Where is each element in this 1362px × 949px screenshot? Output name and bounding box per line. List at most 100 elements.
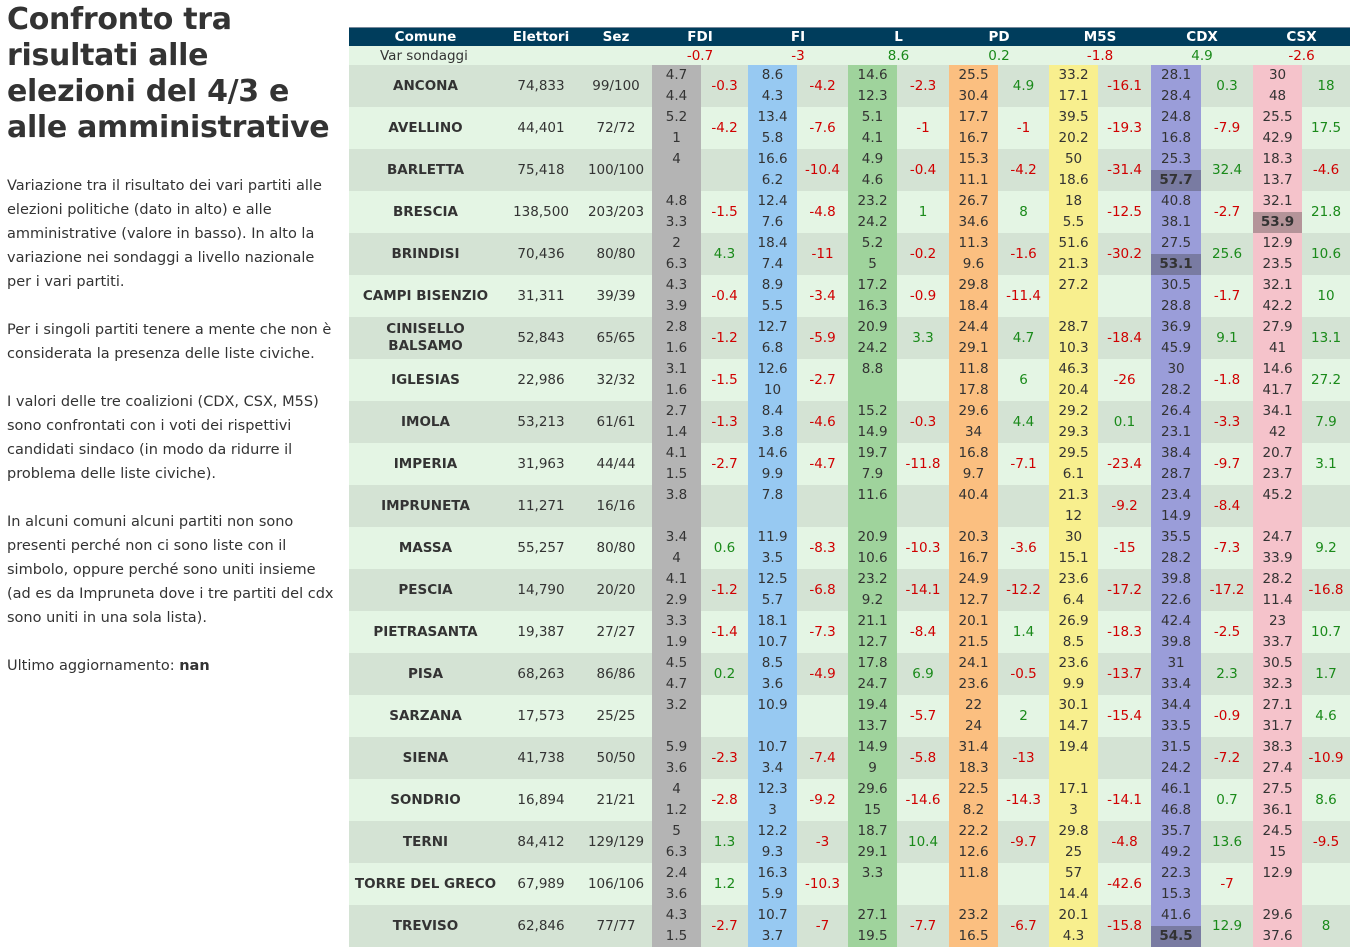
vote-cell-fi: 13.4 5.8 <box>748 107 798 149</box>
vote-local: 42.2 <box>1262 298 1293 314</box>
delta-cell-m5s: -14.1 <box>1107 792 1143 808</box>
vote-cell-csx: 23 33.7 <box>1253 611 1303 653</box>
delta-cell-fdi: -2.8 <box>711 792 738 808</box>
delta-cell-l: -10.3 <box>905 540 941 556</box>
vote-local: 9.3 <box>761 844 784 860</box>
delta-cell-csx: 3.1 <box>1315 456 1337 472</box>
vote-cell-m5s: 50 18.6 <box>1049 149 1099 191</box>
vote-local: 3.9 <box>665 298 688 314</box>
comune-cell: IMPRUNETA <box>381 497 470 514</box>
vote-2018: 3.3 <box>861 865 884 881</box>
delta-cell-l: 10.4 <box>907 834 939 850</box>
vote-2018: 24.1 <box>958 655 989 671</box>
header-comune: Comune <box>349 27 502 46</box>
delta-cell-pd: 1.4 <box>1012 624 1035 640</box>
vote-2018: 3.2 <box>665 697 688 713</box>
delta-cell-cdx: -2.5 <box>1213 624 1241 640</box>
delta-cell-csx: 17.5 <box>1310 120 1342 136</box>
vote-local <box>848 380 897 401</box>
sezioni-cell: 99/100 <box>592 78 640 94</box>
vote-2018: 16.3 <box>757 865 788 881</box>
vote-cell-pd: 40.4 <box>949 485 999 527</box>
delta-cell-fdi: -1.2 <box>711 582 738 598</box>
sezioni-cell: 27/27 <box>596 624 636 640</box>
vote-cell-m5s: 20.1 4.3 <box>1049 905 1099 947</box>
vote-2018: 29.6 <box>857 781 888 797</box>
vote-2018: 11.3 <box>958 235 989 251</box>
delta-cell-fdi: -2.3 <box>711 750 738 766</box>
vote-cell-pd: 16.8 9.7 <box>949 443 999 485</box>
vote-cell-l: 15.2 14.9 <box>848 401 898 443</box>
delta-cell-m5s <box>1098 737 1151 779</box>
vote-cell-fdi: 4.5 4.7 <box>652 653 701 695</box>
vote-local: 41.7 <box>1262 382 1293 398</box>
delta-cell-m5s: -31.4 <box>1107 162 1143 178</box>
vote-local: 4 <box>672 550 681 566</box>
vote-2018: 18.7 <box>857 823 888 839</box>
vote-2018: 18.4 <box>757 235 788 251</box>
vote-2018: 11.8 <box>958 361 989 377</box>
delta-cell-fdi: -1.4 <box>711 624 738 640</box>
vote-cell-cdx: 28.1 28.4 <box>1151 65 1202 107</box>
vote-cell-fi: 12.7 6.8 <box>748 317 798 359</box>
table-row: AVELLINO 44,401 72/72 5.2 1 -4.2 13.4 5.8 -7.6 5.… <box>349 107 1350 149</box>
vote-local: 3 <box>768 802 777 818</box>
vote-local: 16.8 <box>1161 130 1192 146</box>
vote-2018: 24.4 <box>958 319 989 335</box>
vote-cell-l: 4.9 4.6 <box>848 149 898 191</box>
table-header-row: Comune Elettori Sez FDI FI L PD M5S CDX CSX <box>349 27 1350 46</box>
vote-2018: 21.1 <box>857 613 888 629</box>
vote-cell-fdi: 2.7 1.4 <box>652 401 701 443</box>
vote-cell-csx: 27.5 36.1 <box>1253 779 1303 821</box>
sezioni-cell: 61/61 <box>596 414 636 430</box>
vote-cell-m5s: 57 14.4 <box>1049 863 1099 905</box>
vote-local: 13.7 <box>857 718 888 734</box>
vote-cell-fi: 7.8 <box>748 485 798 527</box>
delta-cell-fi: -4.8 <box>809 204 836 220</box>
sezioni-cell: 25/25 <box>596 708 636 724</box>
vote-2018: 10.7 <box>757 907 788 923</box>
poll-variation-pd: 0.2 <box>988 47 1010 64</box>
vote-2018: 34.4 <box>1161 697 1192 713</box>
delta-cell-cdx: 0.3 <box>1216 78 1238 94</box>
delta-cell-csx: 10.7 <box>1310 624 1342 640</box>
vote-local: 6.4 <box>1062 592 1085 608</box>
vote-local: 57.7 <box>1151 170 1202 191</box>
vote-2018: 41.6 <box>1161 907 1192 923</box>
vote-local <box>748 716 797 737</box>
delta-cell-fdi: 1.2 <box>713 876 736 892</box>
sezioni-cell: 100/100 <box>587 162 645 178</box>
delta-cell-cdx: -3.3 <box>1213 414 1241 430</box>
vote-cell-pd: 31.4 18.3 <box>949 737 999 779</box>
vote-2018: 32.1 <box>1262 277 1293 293</box>
results-table: Comune Elettori Sez FDI FI L PD M5S CDX CSX Var s… <box>349 27 1350 947</box>
delta-cell-m5s: -18.3 <box>1107 624 1143 640</box>
delta-cell-fi <box>797 695 848 737</box>
vote-2018: 12.7 <box>757 319 788 335</box>
delta-cell-m5s: -16.1 <box>1107 78 1143 94</box>
delta-cell-cdx: 9.1 <box>1216 330 1238 346</box>
last-update-value: nan <box>179 658 210 674</box>
vote-2018: 28.7 <box>1058 319 1089 335</box>
vote-cell-fi: 8.4 3.8 <box>748 401 798 443</box>
vote-cell-fdi: 4.1 1.5 <box>652 443 701 485</box>
table-row: BARLETTA 75,418 100/100 4 16.6 6.2 -10.4 4.9 4.6… <box>349 149 1350 191</box>
vote-cell-fdi: 4.7 4.4 <box>652 65 701 107</box>
vote-cell-pd: 23.2 16.5 <box>949 905 999 947</box>
vote-local: 17.1 <box>1058 88 1089 104</box>
delta-cell-cdx: -1.8 <box>1213 372 1241 388</box>
vote-local: 27.4 <box>1262 760 1293 776</box>
vote-cell-fi: 11.9 3.5 <box>748 527 798 569</box>
vote-local: 3.6 <box>761 676 784 692</box>
vote-2018: 26.9 <box>1058 613 1089 629</box>
table-row: IGLESIAS 22,986 32/32 3.1 1.6 -1.5 12.6 10 -2.7 8… <box>349 359 1350 401</box>
vote-local <box>848 884 897 905</box>
poll-variation-fdi: -0.7 <box>686 47 714 64</box>
vote-cell-m5s: 18 5.5 <box>1049 191 1099 233</box>
vote-local: 5.5 <box>1062 214 1085 230</box>
delta-cell-fdi: -2.7 <box>711 918 738 934</box>
vote-cell-l: 18.7 29.1 <box>848 821 898 863</box>
vote-cell-m5s: 28.7 10.3 <box>1049 317 1099 359</box>
delta-cell-csx: 8.6 <box>1315 792 1337 808</box>
vote-local <box>848 506 897 527</box>
